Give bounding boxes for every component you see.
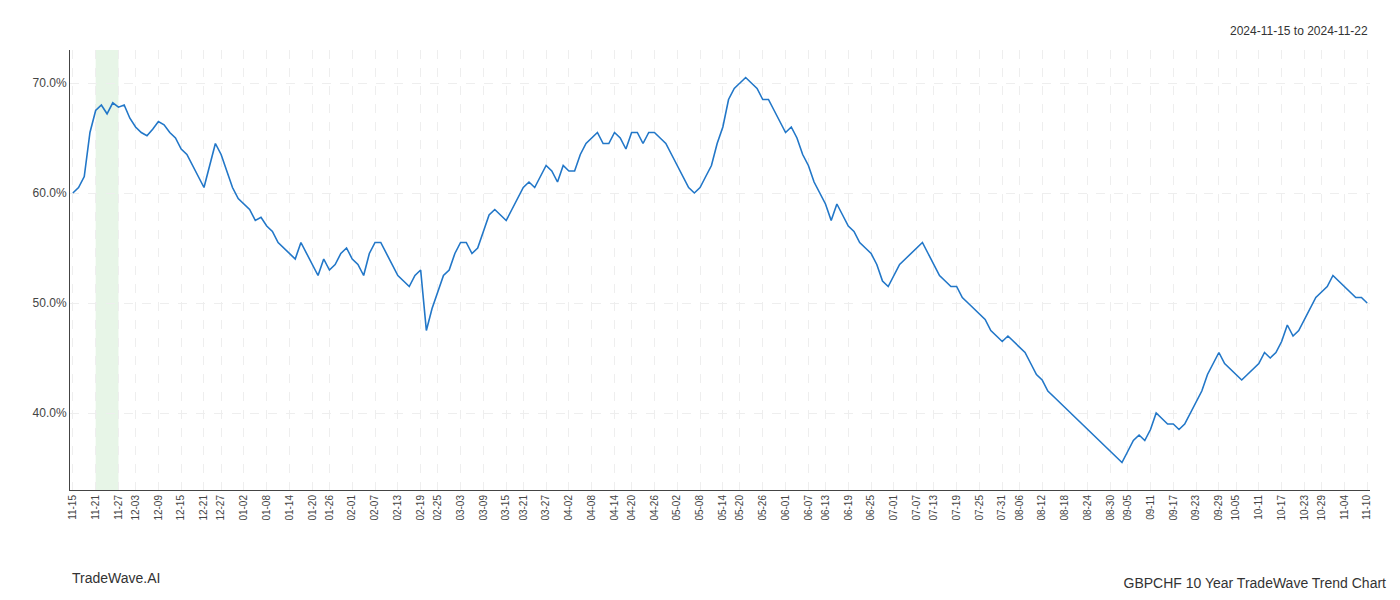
svg-text:03-27: 03-27	[540, 495, 551, 521]
svg-text:60.0%: 60.0%	[33, 186, 67, 200]
svg-text:10-23: 10-23	[1299, 495, 1310, 521]
svg-text:12-03: 12-03	[130, 495, 141, 521]
svg-text:11-10: 11-10	[1361, 495, 1372, 520]
svg-text:08-12: 08-12	[1036, 495, 1047, 521]
svg-text:11-04: 11-04	[1339, 495, 1350, 520]
svg-text:40.0%: 40.0%	[33, 406, 67, 420]
svg-text:01-20: 01-20	[307, 495, 318, 521]
svg-text:06-19: 06-19	[843, 495, 854, 521]
svg-text:08-18: 08-18	[1059, 495, 1070, 521]
svg-text:70.0%: 70.0%	[33, 76, 67, 90]
svg-text:11-21: 11-21	[90, 495, 101, 520]
svg-text:12-21: 12-21	[198, 495, 209, 521]
svg-text:05-02: 05-02	[671, 495, 682, 521]
svg-text:02-13: 02-13	[392, 495, 403, 521]
svg-text:06-13: 06-13	[820, 495, 831, 521]
svg-text:10-05: 10-05	[1230, 495, 1241, 521]
svg-text:02-01: 02-01	[346, 495, 357, 521]
svg-text:05-26: 05-26	[757, 495, 768, 521]
svg-text:01-14: 01-14	[284, 495, 295, 521]
svg-text:10-29: 10-29	[1316, 495, 1327, 521]
svg-text:04-02: 04-02	[563, 495, 574, 521]
svg-text:08-06: 08-06	[1014, 495, 1025, 521]
svg-text:02-19: 02-19	[415, 495, 426, 521]
svg-text:12-27: 12-27	[215, 495, 226, 521]
svg-text:04-26: 04-26	[649, 495, 660, 521]
svg-text:03-09: 03-09	[478, 495, 489, 521]
svg-text:03-03: 03-03	[455, 495, 466, 521]
svg-text:09-29: 09-29	[1213, 495, 1224, 521]
svg-text:50.0%: 50.0%	[33, 296, 67, 310]
svg-text:06-25: 06-25	[865, 495, 876, 521]
svg-text:02-07: 02-07	[369, 495, 380, 521]
svg-text:11-15: 11-15	[67, 495, 78, 520]
svg-text:10-11: 10-11	[1253, 495, 1264, 520]
svg-text:08-24: 08-24	[1082, 495, 1093, 521]
svg-text:07-31: 07-31	[996, 495, 1007, 521]
svg-text:09-11: 09-11	[1145, 495, 1156, 520]
svg-text:02-25: 02-25	[432, 495, 443, 521]
svg-text:09-17: 09-17	[1168, 495, 1179, 521]
svg-text:08-30: 08-30	[1105, 495, 1116, 521]
svg-text:01-26: 01-26	[324, 495, 335, 521]
svg-text:01-08: 01-08	[261, 495, 272, 521]
svg-text:07-25: 07-25	[974, 495, 985, 521]
svg-text:09-23: 09-23	[1190, 495, 1201, 521]
svg-text:GBPCHF 10 Year TradeWave Trend: GBPCHF 10 Year TradeWave Trend Chart	[1124, 575, 1387, 591]
svg-text:04-14: 04-14	[609, 495, 620, 521]
svg-text:06-07: 06-07	[803, 495, 814, 521]
svg-text:10-17: 10-17	[1276, 495, 1287, 521]
svg-text:05-08: 05-08	[694, 495, 705, 521]
svg-text:03-15: 03-15	[500, 495, 511, 521]
svg-text:05-14: 05-14	[717, 495, 728, 521]
svg-text:TradeWave.AI: TradeWave.AI	[72, 570, 160, 586]
svg-text:07-13: 07-13	[928, 495, 939, 521]
svg-text:05-20: 05-20	[734, 495, 745, 521]
svg-text:07-19: 07-19	[951, 495, 962, 521]
svg-text:04-20: 04-20	[626, 495, 637, 521]
svg-text:12-15: 12-15	[175, 495, 186, 521]
svg-text:01-02: 01-02	[238, 495, 249, 521]
svg-text:03-21: 03-21	[518, 495, 529, 521]
svg-text:07-07: 07-07	[911, 495, 922, 521]
svg-text:11-27: 11-27	[113, 495, 124, 520]
svg-text:06-01: 06-01	[780, 495, 791, 521]
svg-text:07-01: 07-01	[888, 495, 899, 521]
svg-text:2024-11-15 to 2024-11-22: 2024-11-15 to 2024-11-22	[1230, 24, 1368, 38]
svg-text:04-08: 04-08	[586, 495, 597, 521]
svg-text:09-05: 09-05	[1122, 495, 1133, 521]
svg-text:12-09: 12-09	[153, 495, 164, 521]
